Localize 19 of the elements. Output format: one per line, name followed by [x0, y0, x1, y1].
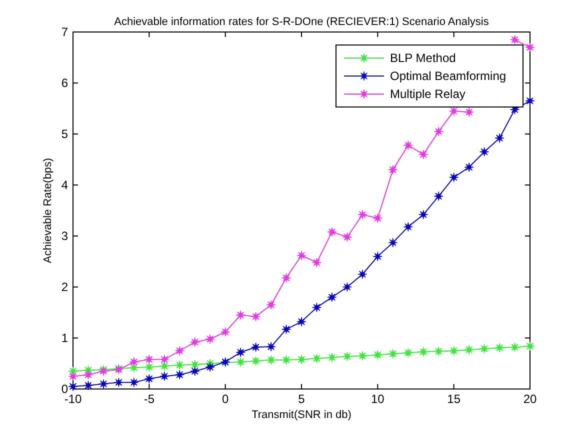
y-tick-label: 2 [61, 280, 68, 294]
y-tick-label: 5 [61, 127, 68, 141]
x-tick-label: 10 [370, 392, 385, 406]
legend-label: BLP Method [390, 51, 456, 65]
y-axis-title: Achievable Rate(bps) [42, 158, 54, 264]
x-tick-label: 15 [447, 392, 461, 406]
legend-label: Multiple Relay [390, 87, 466, 101]
x-axis-title: Transmit(SNR in db) [252, 409, 352, 421]
legend-label: Optimal Beamforming [390, 69, 506, 83]
y-tick-label: 1 [61, 331, 68, 345]
y-tick-label: 6 [61, 76, 68, 90]
y-tick-label: 7 [61, 25, 68, 39]
x-tick-label: 20 [523, 392, 537, 406]
chart-title: Achievable information rates for S-R-DOne (RECIEVER:1) Scenario Analysis [114, 16, 490, 28]
y-tick-label: 3 [61, 229, 68, 243]
x-tick-label: 0 [222, 392, 229, 406]
x-tick-label: 5 [298, 392, 306, 406]
y-tick-label: 4 [61, 178, 68, 192]
x-tick-label: -5 [144, 392, 155, 406]
